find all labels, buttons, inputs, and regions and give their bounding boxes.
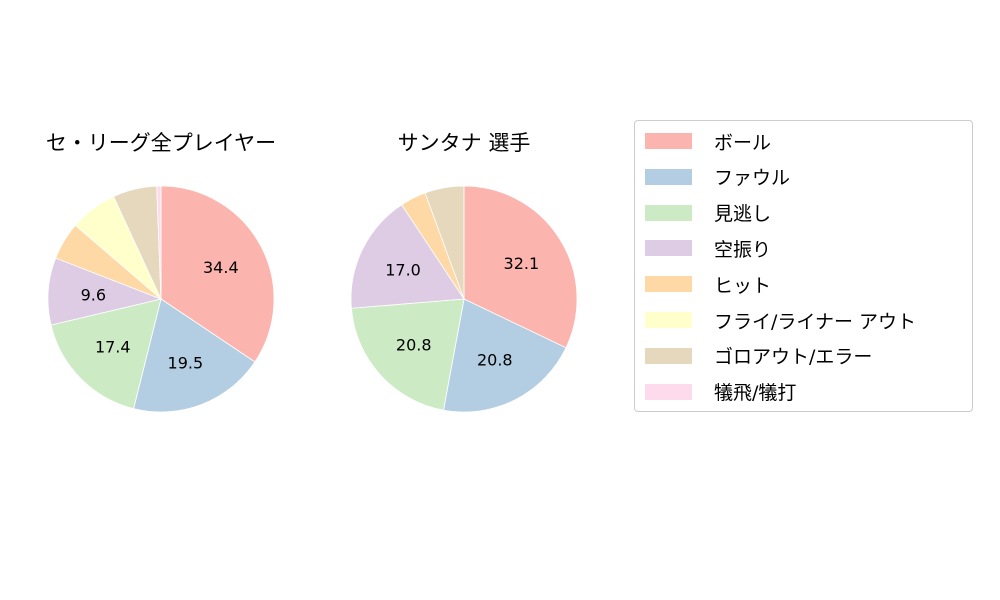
- player-pie: 32.1 20.8 20.8 17.0: [350, 185, 578, 413]
- pie-slice: [350, 204, 465, 309]
- legend-swatch: [645, 240, 692, 257]
- left-chart-title: セ・リーグ全プレイヤー: [45, 131, 277, 155]
- legend-swatch: [645, 347, 692, 364]
- legend-label: ファウル: [714, 167, 791, 190]
- legend-label: ゴロアウト/エラー: [714, 346, 873, 369]
- pie-slice: [160, 185, 275, 363]
- legend-swatch: [645, 276, 692, 293]
- pie-slice: [350, 298, 465, 411]
- slice-value-label: 34.4: [203, 258, 239, 277]
- slice-value-label: 20.8: [477, 350, 513, 369]
- slice-value-label: 17.4: [95, 338, 131, 357]
- legend-label: 見逃し: [714, 203, 772, 226]
- pie-slice: [443, 298, 567, 413]
- pie-slice: [156, 185, 162, 300]
- slice-value-label: 32.1: [504, 254, 540, 273]
- legend-item: 犠飛/犠打: [645, 382, 796, 404]
- league-pie: 34.4 19.5 17.4 9.6: [47, 185, 275, 413]
- legend-swatch: [645, 383, 692, 400]
- legend-label: ボール: [714, 131, 772, 154]
- legend-label: ヒット: [714, 274, 772, 297]
- pie-slice: [463, 185, 578, 349]
- legend: ボールファウル見逃し空振りヒットフライ/ライナー アウト ゴロアウト/エラー 犠飛/…: [634, 120, 973, 412]
- legend-swatch: [645, 204, 692, 221]
- legend-item: 空振り: [645, 238, 771, 261]
- legend-item: ボール: [645, 131, 771, 154]
- pie-slice: [133, 298, 256, 413]
- pie-slice: [424, 185, 465, 300]
- legend-swatch: [645, 312, 692, 328]
- right-chart-title: サンタナ 選手: [397, 131, 531, 155]
- legend-item: 見逃し: [645, 203, 771, 225]
- legend-item: ヒット: [645, 274, 771, 297]
- legend-swatch: [645, 168, 692, 185]
- slice-value-label: 19.5: [168, 353, 204, 372]
- legend-label: フライ/ライナー アウト: [714, 310, 917, 333]
- legend-label: 空振り: [714, 238, 772, 261]
- slice-value-label: 9.6: [81, 285, 106, 304]
- legend-item: ゴロアウト/エラー: [645, 346, 872, 368]
- legend-swatch: [645, 133, 692, 149]
- slice-value-label: 17.0: [385, 260, 421, 279]
- legend-label: 犠飛/犠打: [714, 382, 797, 405]
- legend-item: フライ/ライナー アウト: [645, 310, 916, 333]
- slice-value-label: 20.8: [396, 335, 432, 354]
- legend-item: ファウル: [645, 167, 790, 189]
- pie-slice: [50, 298, 162, 410]
